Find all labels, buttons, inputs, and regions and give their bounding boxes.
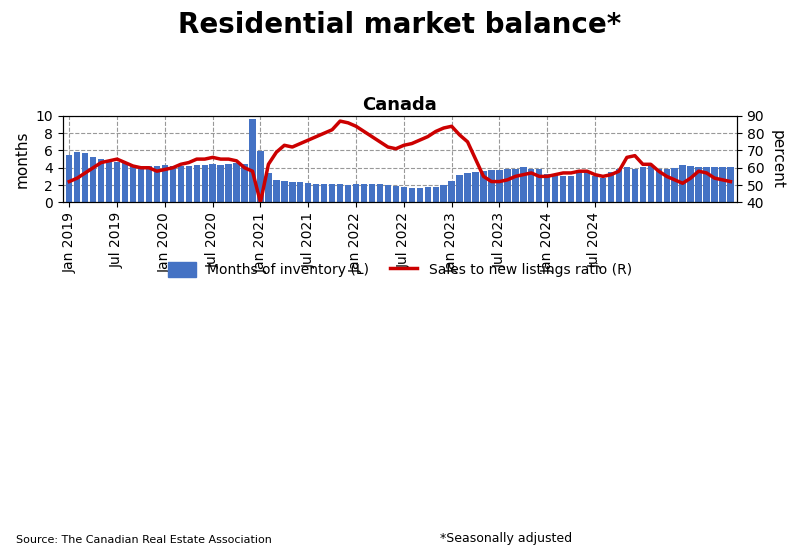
Title: Canada: Canada [362, 96, 438, 115]
Bar [671, 168, 678, 202]
Bar [711, 167, 718, 202]
Bar [281, 181, 287, 202]
Bar [663, 169, 670, 202]
Bar [162, 165, 168, 202]
Bar [242, 164, 248, 202]
Text: *Seasonally adjusted: *Seasonally adjusted [440, 532, 572, 545]
Bar [401, 187, 407, 202]
Legend: Months of inventory (L), Sales to new listings ratio (R): Months of inventory (L), Sales to new li… [162, 257, 638, 283]
Bar [425, 187, 431, 202]
Bar [138, 166, 144, 202]
Bar [560, 175, 566, 202]
Bar [178, 166, 184, 202]
Bar [441, 185, 447, 202]
Bar [305, 183, 311, 202]
Bar [289, 182, 295, 202]
Bar [66, 155, 73, 202]
Bar [520, 167, 526, 202]
Bar [640, 167, 646, 202]
Bar [74, 152, 81, 202]
Bar [274, 180, 279, 202]
Bar [449, 181, 455, 202]
Bar [369, 184, 375, 202]
Bar [170, 166, 176, 202]
Bar [719, 167, 726, 202]
Bar [695, 167, 702, 202]
Bar [98, 159, 104, 202]
Bar [186, 166, 192, 202]
Bar [616, 169, 622, 202]
Bar [337, 184, 343, 202]
Bar [218, 165, 224, 202]
Bar [82, 153, 88, 202]
Bar [114, 162, 120, 202]
Bar [409, 187, 415, 202]
Bar [568, 176, 574, 202]
Bar [632, 169, 638, 202]
Bar [385, 185, 391, 202]
Bar [329, 184, 335, 202]
Bar [210, 164, 216, 202]
Bar [703, 167, 710, 202]
Bar [648, 166, 654, 202]
Bar [234, 163, 240, 202]
Bar [496, 170, 502, 202]
Bar [624, 167, 630, 202]
Bar [576, 172, 582, 202]
Bar [488, 170, 494, 202]
Bar [154, 166, 160, 202]
Bar [655, 169, 662, 202]
Bar [480, 171, 486, 202]
Bar [584, 171, 590, 202]
Bar [504, 169, 510, 202]
Y-axis label: months: months [15, 130, 30, 188]
Bar [457, 175, 462, 202]
Bar [727, 167, 734, 202]
Bar [90, 157, 96, 202]
Bar [345, 185, 351, 202]
Bar [313, 184, 319, 202]
Bar [536, 169, 542, 202]
Bar [122, 163, 128, 202]
Bar [417, 187, 423, 202]
Bar [194, 165, 200, 202]
Bar [679, 165, 686, 202]
Bar [433, 187, 439, 202]
Bar [146, 166, 152, 202]
Bar [600, 178, 606, 202]
Bar [377, 184, 383, 202]
Bar [528, 169, 534, 202]
Bar [226, 164, 232, 202]
Y-axis label: percent: percent [770, 130, 785, 189]
Bar [472, 172, 478, 202]
Bar [512, 169, 518, 202]
Bar [592, 176, 598, 202]
Bar [297, 182, 303, 202]
Bar [608, 172, 614, 202]
Bar [321, 184, 327, 202]
Text: Source: The Canadian Real Estate Association: Source: The Canadian Real Estate Associa… [16, 535, 272, 545]
Bar [687, 166, 694, 202]
Bar [353, 184, 359, 202]
Bar [266, 173, 272, 202]
Bar [130, 165, 136, 202]
Bar [544, 174, 550, 202]
Bar [202, 165, 208, 202]
Bar [258, 151, 264, 202]
Bar [361, 184, 367, 202]
Bar [393, 186, 399, 202]
Bar [464, 173, 470, 202]
Bar [250, 118, 256, 202]
Text: Residential market balance*: Residential market balance* [178, 11, 622, 39]
Bar [106, 161, 112, 202]
Bar [552, 175, 558, 202]
